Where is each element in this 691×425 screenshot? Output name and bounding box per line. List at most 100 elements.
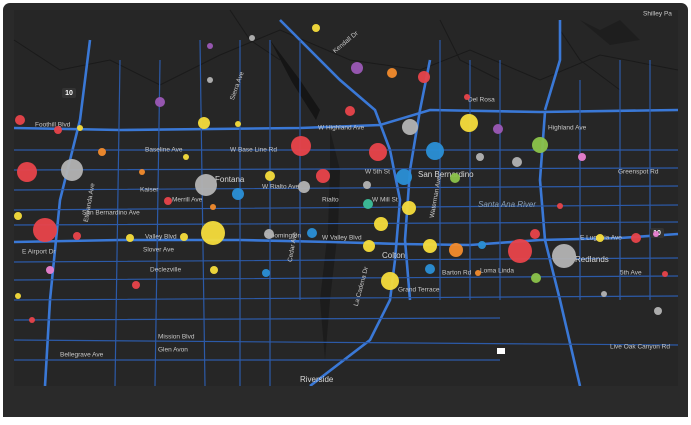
location-bubble: [601, 291, 607, 297]
location-bubble: [345, 106, 355, 116]
street-label: Highland Ave: [548, 125, 587, 132]
location-bubble: [207, 77, 213, 83]
place-label: San Bernardino: [418, 170, 474, 179]
place-label: Bloomington: [265, 233, 302, 240]
location-bubble: [210, 204, 216, 210]
street-label: Mission Blvd: [158, 334, 195, 341]
location-bubble: [381, 272, 399, 290]
location-bubble: [61, 159, 83, 181]
place-label: Colton: [382, 251, 405, 260]
location-bubble: [402, 119, 418, 135]
location-bubble: [654, 307, 662, 315]
location-bubble: [662, 271, 668, 277]
location-bubble: [475, 270, 481, 276]
location-bubble: [298, 181, 310, 193]
location-bubble: [249, 35, 255, 41]
street-label: Barton Rd: [442, 270, 472, 277]
location-bubble: [396, 169, 412, 185]
place-label: Glen Avon: [158, 347, 188, 354]
location-bubble: [369, 143, 387, 161]
location-bubble: [450, 173, 460, 183]
location-bubble: [596, 234, 604, 242]
street-label: Merrill Ave: [172, 197, 203, 204]
location-bubble: [77, 125, 83, 131]
street-label: San Bernardino Ave: [82, 210, 140, 217]
location-bubble: [363, 240, 375, 252]
place-label: Riverside: [300, 375, 334, 384]
street-label: W 5th St: [365, 169, 390, 176]
street-label: E Airport Dr: [22, 249, 56, 256]
location-bubble: [426, 142, 444, 160]
location-bubble: [54, 126, 62, 134]
location-bubble: [578, 153, 586, 161]
place-label: Shilley Pa: [643, 11, 672, 18]
location-bubble: [316, 169, 330, 183]
location-bubble: [235, 121, 241, 127]
location-bubble: [363, 199, 373, 209]
location-bubble: [449, 243, 463, 257]
location-bubble: [476, 153, 484, 161]
shield: [62, 88, 76, 98]
street-label: W Highland Ave: [318, 125, 365, 132]
location-bubble: [198, 117, 210, 129]
location-bubble: [232, 188, 244, 200]
river-label: Santa Ana River: [478, 200, 536, 209]
place-label: Fontana: [215, 175, 245, 184]
location-bubble: [164, 197, 172, 205]
bubbles: [14, 24, 668, 323]
street-label: W Rialto Ave: [262, 184, 299, 191]
location-bubble: [180, 233, 188, 241]
location-bubble: [46, 266, 54, 274]
location-bubble: [14, 212, 22, 220]
location-bubble: [98, 148, 106, 156]
place-label: Loma Linda: [480, 268, 514, 275]
location-bubble: [155, 97, 165, 107]
street-label: Baseline Ave: [145, 147, 183, 154]
place-label: Grand Terrace: [398, 287, 440, 294]
location-bubble: [425, 264, 435, 274]
location-bubble: [530, 229, 540, 239]
location-bubble: [17, 162, 37, 182]
street-label: Greenspot Rd: [618, 169, 659, 176]
location-bubble: [557, 203, 563, 209]
location-bubble: [423, 239, 437, 253]
location-bubble: [531, 273, 541, 283]
location-bubble: [262, 269, 270, 277]
location-bubble: [291, 136, 311, 156]
location-bubble: [126, 234, 134, 242]
location-bubble: [139, 169, 145, 175]
location-bubble: [532, 137, 548, 153]
location-bubble: [15, 115, 25, 125]
location-bubble: [631, 233, 641, 243]
location-bubble: [478, 241, 486, 249]
location-bubble: [387, 68, 397, 78]
location-bubble: [464, 94, 470, 100]
location-bubble: [552, 244, 576, 268]
street-label: 5th Ave: [620, 270, 642, 277]
location-bubble: [402, 201, 416, 215]
location-bubble: [363, 181, 371, 189]
street-label: W Valley Blvd: [322, 235, 362, 242]
place-label: Rialto: [322, 197, 339, 204]
bottom-bar: [3, 386, 688, 417]
roads: [13, 19, 679, 388]
location-bubble: [374, 217, 388, 231]
shield-label: 10: [65, 90, 73, 97]
place-label: Del Rosa: [468, 97, 495, 104]
location-bubble: [493, 124, 503, 134]
location-bubble: [207, 43, 213, 49]
location-bubble: [183, 154, 189, 160]
location-bubble: [653, 231, 659, 237]
street-label: Bellegrave Ave: [60, 352, 104, 359]
street-label: W Mill St: [372, 197, 398, 204]
place-label: Kaiser: [140, 187, 159, 194]
location-bubble: [210, 266, 218, 274]
street-label: W Base Line Rd: [230, 147, 277, 154]
location-bubble: [460, 114, 478, 132]
location-bubble: [508, 239, 532, 263]
location-bubble: [264, 229, 274, 239]
location-bubble: [29, 317, 35, 323]
location-bubble: [265, 171, 275, 181]
street-label: Foothill Blvd: [35, 122, 71, 129]
